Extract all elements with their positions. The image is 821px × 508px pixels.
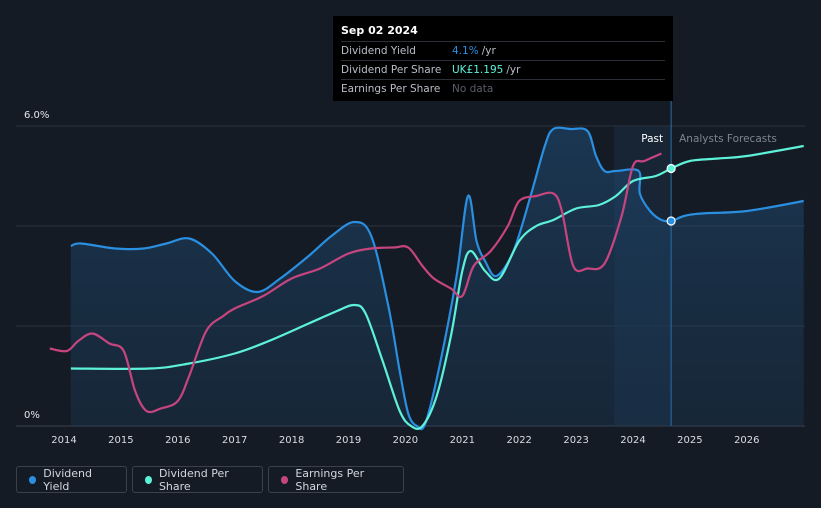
tooltip-label: Earnings Per Share	[341, 83, 441, 95]
x-tick-label: 2021	[450, 435, 475, 446]
tooltip-value: UK£1.195	[452, 64, 504, 76]
x-tick-label: 2025	[677, 435, 702, 446]
x-tick-label: 2015	[108, 435, 133, 446]
dividend-yield-area	[70, 127, 804, 430]
legend-item-dividend-yield[interactable]: Dividend Yield	[16, 466, 127, 493]
legend-dot-icon	[145, 475, 152, 484]
x-tick-label: 2023	[563, 435, 588, 446]
x-tick-label: 2026	[734, 435, 759, 446]
series-layer	[49, 126, 804, 431]
tooltip-row-dividend-per-share: Dividend Per Share UK£1.195 /yr	[341, 60, 665, 79]
tooltip-value: No data	[452, 83, 494, 95]
x-tick-label: 2016	[165, 435, 190, 446]
legend-label: Dividend Per Share	[158, 466, 229, 493]
earnings-per-share-line	[49, 152, 662, 414]
dividend-yield-line	[70, 126, 804, 431]
x-tick-label: 2014	[51, 435, 76, 446]
y-axis-bottom-label: 0%	[24, 410, 40, 421]
highlight-points	[666, 163, 676, 226]
dividend-per-share-line	[70, 144, 804, 430]
x-tick-label: 2017	[222, 435, 247, 446]
x-tick-label: 2020	[393, 435, 418, 446]
tooltip-label: Dividend Yield	[341, 45, 416, 57]
legend-dot-icon	[29, 475, 37, 484]
x-axis-ticks: 2014 2015 2016 2017 2018 2019 2020 2021 2022 2023…	[51, 435, 759, 446]
forecast-region-label: Analysts Forecasts	[679, 133, 777, 145]
x-tick-label: 2019	[336, 435, 361, 446]
tooltip: Sep 02 2024 Dividend Yield 4.1% /yr Divi…	[333, 16, 673, 101]
tooltip-row-earnings-per-share: Earnings Per Share No data	[341, 79, 665, 98]
y-axis-top-label: 6.0%	[24, 110, 49, 121]
legend-label: Earnings Per Share	[295, 466, 365, 493]
tooltip-label: Dividend Per Share	[341, 64, 442, 76]
tooltip-unit: /yr	[481, 45, 496, 57]
highlight-point	[666, 216, 676, 226]
tooltip-date: Sep 02 2024	[341, 24, 418, 37]
past-region-label: Past	[641, 133, 663, 145]
x-tick-label: 2018	[279, 435, 304, 446]
legend: Dividend Yield Dividend Per Share Earnin…	[16, 466, 404, 493]
x-tick-label: 2024	[620, 435, 645, 446]
tooltip-row-dividend-yield: Dividend Yield 4.1% /yr	[341, 41, 665, 60]
tooltip-unit: /yr	[506, 64, 521, 76]
highlight-point	[666, 163, 676, 174]
x-tick-label: 2022	[506, 435, 531, 446]
legend-item-earnings-per-share[interactable]: Earnings Per Share	[268, 466, 404, 493]
tooltip-value: 4.1%	[452, 45, 479, 57]
legend-dot-icon	[281, 475, 289, 484]
legend-label: Dividend Yield	[43, 466, 93, 493]
legend-item-dividend-per-share[interactable]: Dividend Per Share	[132, 466, 263, 493]
